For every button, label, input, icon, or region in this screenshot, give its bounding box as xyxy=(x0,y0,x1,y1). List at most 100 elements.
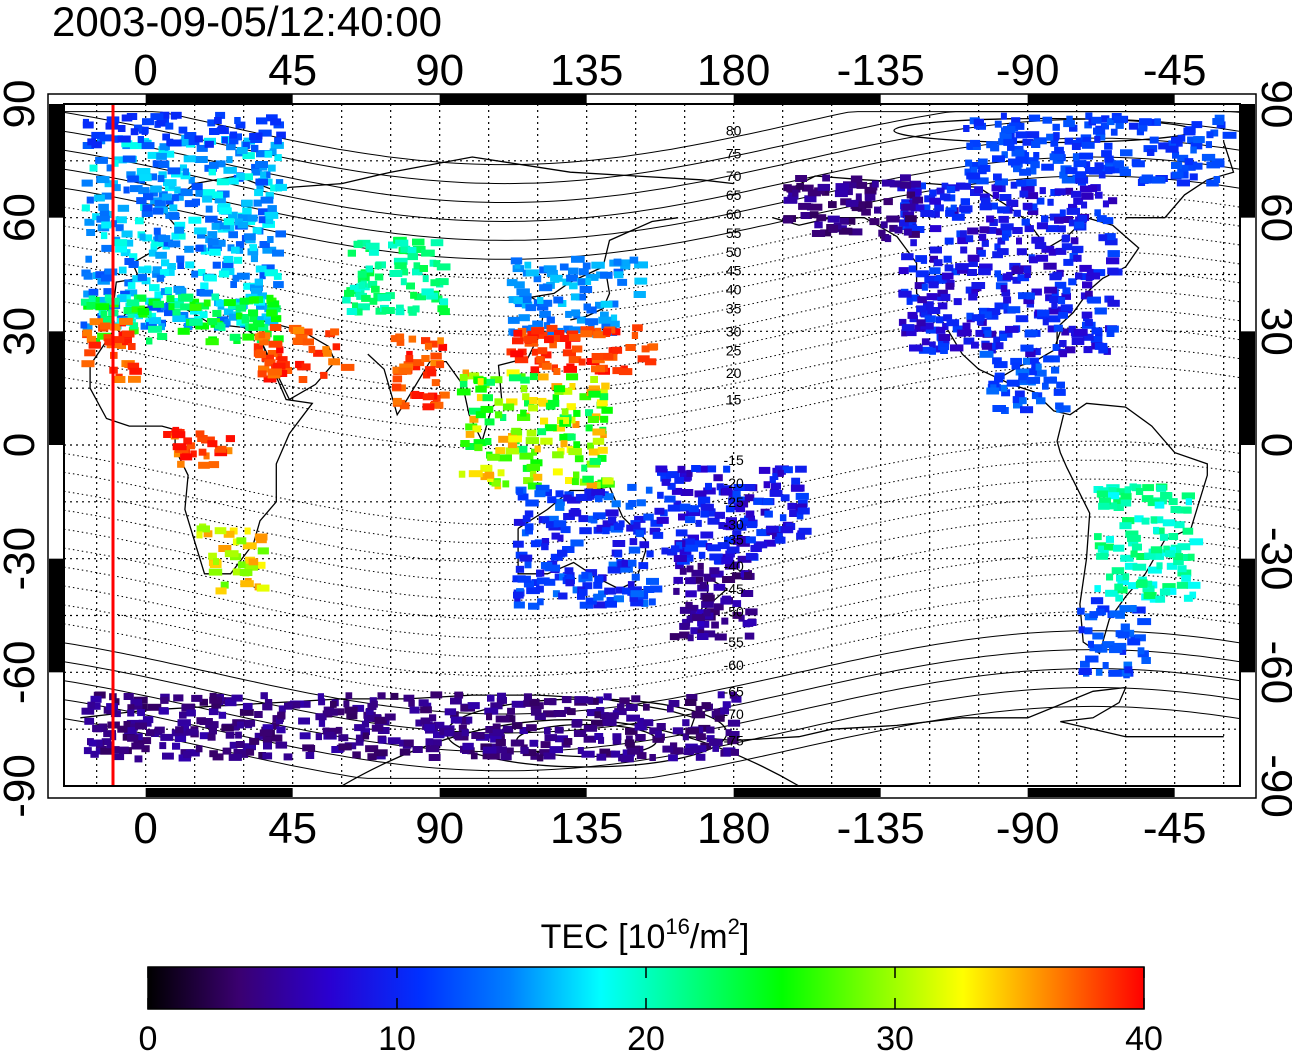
tec-cell xyxy=(342,296,351,304)
tec-cell xyxy=(137,709,145,717)
tec-cell xyxy=(1025,157,1039,165)
tec-cell xyxy=(942,323,949,330)
tec-cell xyxy=(512,540,524,548)
tec-cell xyxy=(1130,605,1137,612)
tec-cell xyxy=(1013,145,1024,153)
tec-cell xyxy=(553,296,564,304)
tec-cell xyxy=(1177,543,1191,551)
tec-cell xyxy=(96,739,103,747)
tec-cell xyxy=(978,158,988,166)
tec-cell xyxy=(216,316,229,324)
tec-cell xyxy=(1043,355,1054,363)
tec-cell xyxy=(632,324,643,332)
tec-cell xyxy=(1127,534,1141,542)
tec-cell xyxy=(551,364,558,372)
latitude-tick-label: -30 xyxy=(1252,527,1292,591)
tec-cell xyxy=(1131,543,1142,551)
tec-cell xyxy=(243,282,256,290)
tec-cell xyxy=(673,555,687,562)
left-latitude-ticks: 9060300-30-60-90 xyxy=(0,80,44,818)
tec-cell xyxy=(525,499,539,507)
tec-cell xyxy=(992,357,1002,365)
tec-cell xyxy=(1168,498,1178,506)
tec-cell xyxy=(1104,142,1113,150)
tec-cell xyxy=(762,498,774,506)
tec-cell xyxy=(649,343,659,351)
tec-cell xyxy=(929,197,941,205)
tec-cell xyxy=(744,572,752,579)
tec-cell xyxy=(795,503,807,511)
tec-cell xyxy=(1054,146,1064,154)
tec-cell xyxy=(603,493,614,501)
tec-cell xyxy=(483,378,495,386)
tec-cell xyxy=(1068,219,1078,227)
tec-cell xyxy=(804,195,817,203)
tec-cell xyxy=(722,701,731,709)
tec-cell xyxy=(856,181,868,189)
tec-cell xyxy=(352,704,365,712)
tec-cell xyxy=(679,631,690,639)
tec-cell xyxy=(399,748,411,756)
tec-cell xyxy=(163,179,177,187)
tec-cell xyxy=(732,537,740,545)
tec-cell xyxy=(239,297,250,305)
tec-cell xyxy=(427,369,437,377)
tec-cell xyxy=(916,319,926,327)
tec-cell xyxy=(480,464,493,472)
tec-cell xyxy=(120,290,130,298)
tec-cell xyxy=(1082,137,1091,145)
tec-cell xyxy=(422,403,435,411)
tec-cell xyxy=(147,151,160,159)
tec-cell xyxy=(649,754,656,761)
tec-cell xyxy=(1183,594,1193,602)
tec-cell xyxy=(233,256,243,264)
tec-cell xyxy=(168,303,175,311)
tec-cell xyxy=(261,313,275,321)
tec-cell xyxy=(713,583,726,591)
tec-cell xyxy=(1022,202,1033,210)
latitude-tick-label: 30 xyxy=(1252,307,1292,356)
tec-cell xyxy=(399,363,413,371)
tec-cell xyxy=(214,322,225,330)
tec-cell xyxy=(900,174,911,182)
tec-cell xyxy=(299,328,313,336)
tec-cell xyxy=(1094,533,1102,541)
tec-cell xyxy=(612,346,623,354)
tec-cell xyxy=(262,220,275,228)
longitude-tick-label: 180 xyxy=(697,46,770,95)
tec-cell xyxy=(999,194,1012,201)
tec-cell xyxy=(263,742,272,750)
tec-cell xyxy=(502,725,514,733)
tec-cell xyxy=(915,255,927,263)
tec-cell xyxy=(194,135,203,143)
tec-cell xyxy=(255,316,264,324)
tec-cell xyxy=(1065,167,1078,175)
tec-cell xyxy=(513,591,524,599)
tec-cell xyxy=(717,542,730,550)
tec-cell xyxy=(1139,176,1153,184)
tec-cell xyxy=(569,334,581,341)
tec-cell xyxy=(242,207,252,215)
tec-cell xyxy=(1113,504,1124,511)
tec-cell xyxy=(278,705,286,713)
tec-cell xyxy=(508,435,522,443)
tec-cell xyxy=(921,338,930,346)
tec-cell xyxy=(901,329,908,337)
tec-cell xyxy=(938,334,951,341)
tec-cell xyxy=(246,748,255,756)
tec-cell xyxy=(1031,141,1041,148)
tec-cell xyxy=(909,188,922,196)
tec-cell xyxy=(93,296,108,304)
tec-cell xyxy=(149,312,157,320)
tec-cell xyxy=(522,325,535,333)
tec-cell xyxy=(613,523,624,531)
frame-tick-bottom xyxy=(733,788,881,797)
tec-cell xyxy=(518,296,532,304)
tec-cell xyxy=(394,262,407,270)
tec-cell xyxy=(1024,329,1038,337)
tec-cell xyxy=(1134,515,1144,523)
tec-cell xyxy=(993,173,1002,181)
tec-cell xyxy=(497,692,506,700)
tec-cell xyxy=(553,368,561,375)
tec-cell xyxy=(1124,486,1131,494)
